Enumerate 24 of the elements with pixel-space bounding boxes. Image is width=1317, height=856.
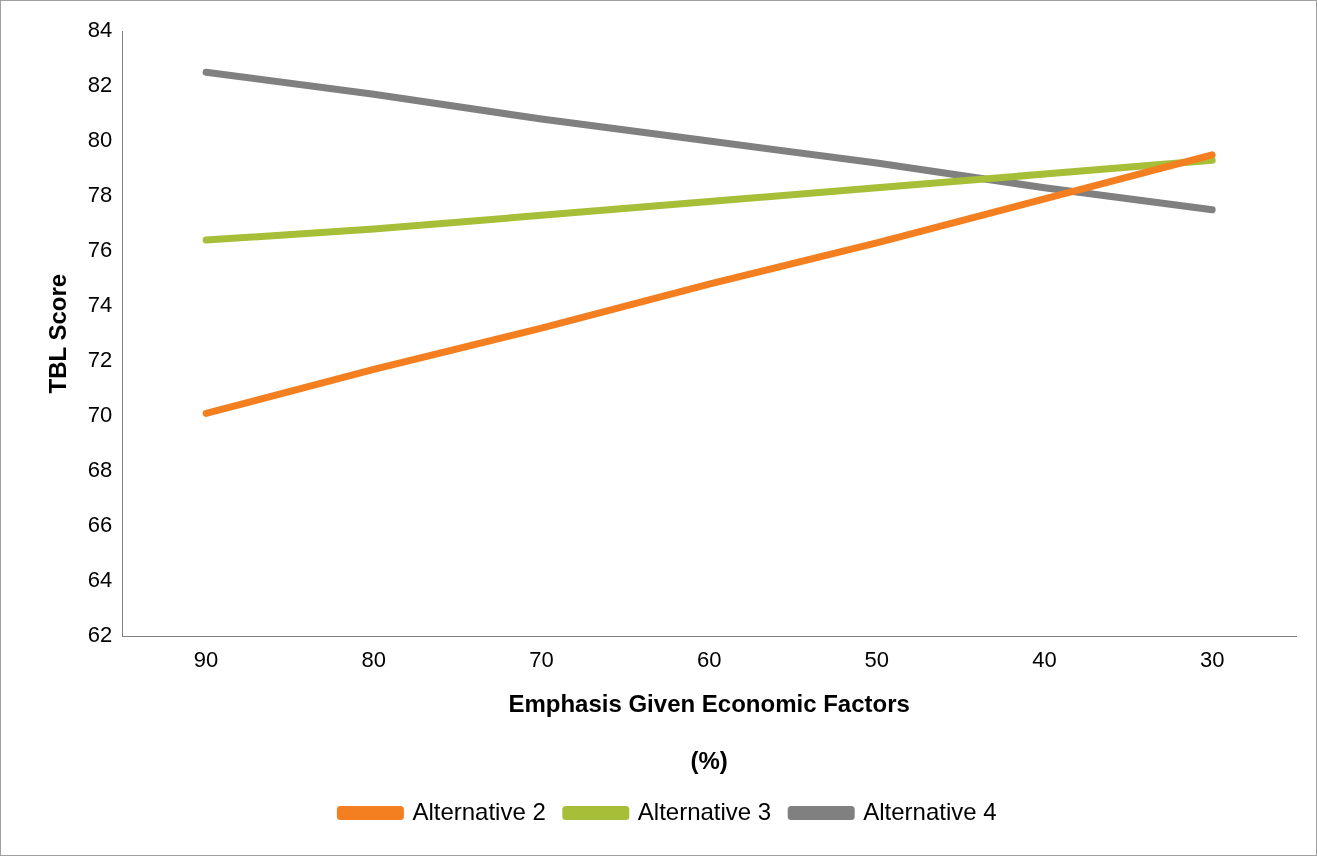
text: Emphasis Given Economic Factors (%) [508, 689, 910, 775]
y-tick-label: 76 [87, 237, 113, 263]
x-tick-label: 40 [1032, 647, 1057, 673]
y-tick-label: 64 [87, 567, 113, 593]
legend-label: Alternative 3 [637, 797, 772, 825]
y-tick-label: 70 [87, 402, 113, 428]
y-axis-title: TBL Score [44, 273, 72, 394]
x-tick-label: 50 [864, 647, 890, 673]
legend-label: Alternative 4 [863, 797, 997, 825]
x-tick-label: 80 [361, 647, 387, 673]
y-tick-label: 78 [87, 182, 113, 208]
legend-label: Alternative 2 [412, 797, 546, 825]
x-tick-label: 30 [1199, 647, 1225, 673]
y-tick-label: 82 [87, 72, 113, 98]
y-tick-label: 66 [87, 512, 113, 538]
y-tick-label: 62 [87, 622, 113, 648]
x-tick-label: 90 [193, 647, 219, 673]
y-tick-label: 68 [87, 457, 113, 483]
x-tick-label: 60 [696, 647, 722, 673]
y-tick-label: 74 [87, 292, 113, 318]
y-tick-label: 80 [87, 127, 113, 153]
y-tick-label: 84 [87, 17, 113, 43]
x-tick-label: 70 [529, 647, 554, 673]
y-tick-label: 72 [87, 347, 113, 373]
